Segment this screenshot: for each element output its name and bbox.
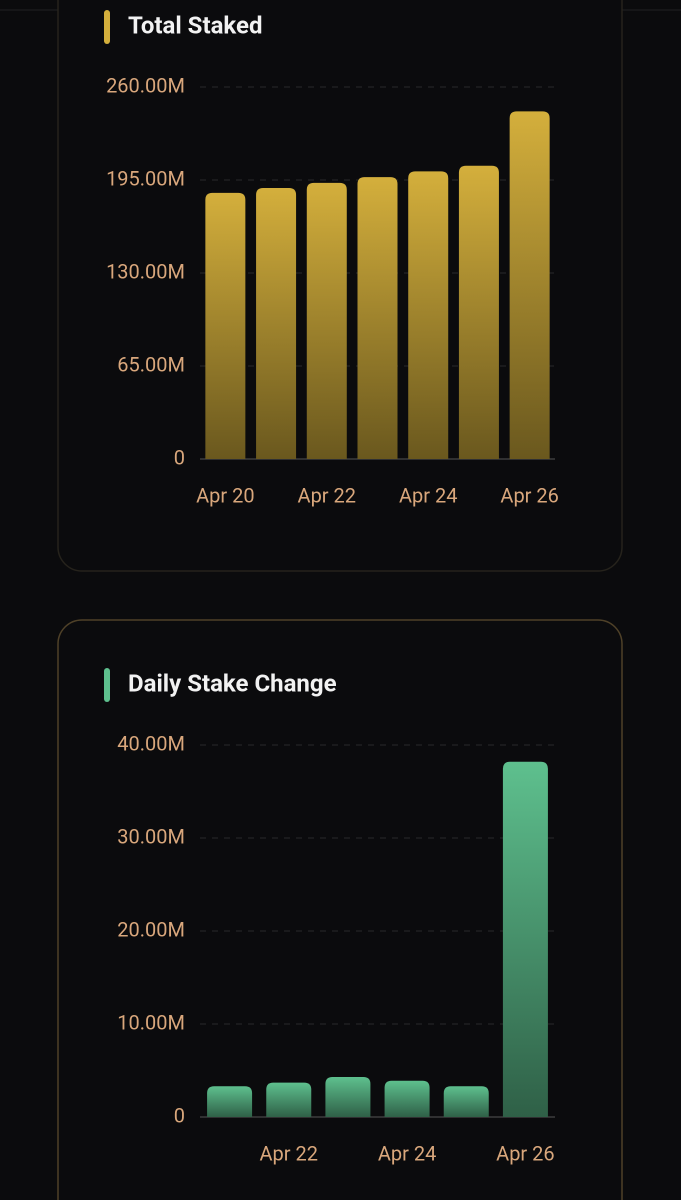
card (57, 619, 623, 1200)
y-tick-label: 65.00M (117, 352, 185, 376)
title-accent (104, 10, 110, 44)
y-tick-label: 0 (174, 445, 185, 469)
x-tick-label: Apr 26 (500, 483, 559, 507)
bar (357, 177, 398, 459)
bar (408, 171, 449, 459)
bar (207, 1086, 253, 1117)
x-tick-label: Apr 22 (298, 483, 357, 507)
y-tick-label: 30.00M (117, 824, 185, 848)
bar (443, 1086, 489, 1117)
y-tick-label: 130.00M (106, 259, 185, 283)
x-tick-label: Apr 24 (378, 1141, 437, 1165)
y-tick-label: 0 (174, 1103, 185, 1127)
y-tick-label: 20.00M (117, 917, 185, 941)
x-tick-label: Apr 20 (196, 483, 255, 507)
y-tick-label: 260.00M (106, 73, 185, 97)
y-tick-label: 10.00M (117, 1010, 185, 1034)
y-tick-label: 195.00M (106, 166, 185, 190)
bar (502, 761, 548, 1117)
bar (325, 1077, 371, 1117)
x-tick-label: Apr 26 (496, 1141, 555, 1165)
chart-title: Daily Stake Change (128, 669, 337, 697)
bar (458, 165, 499, 459)
bar (205, 192, 246, 459)
bar (306, 182, 347, 459)
chart-title: Total Staked (128, 11, 262, 39)
bar (256, 188, 297, 459)
bar (266, 1082, 312, 1117)
bar (509, 111, 550, 460)
x-tick-label: Apr 22 (260, 1141, 319, 1165)
x-tick-label: Apr 24 (399, 483, 458, 507)
bar (384, 1080, 430, 1117)
y-tick-label: 40.00M (117, 731, 185, 755)
title-accent (104, 668, 110, 702)
